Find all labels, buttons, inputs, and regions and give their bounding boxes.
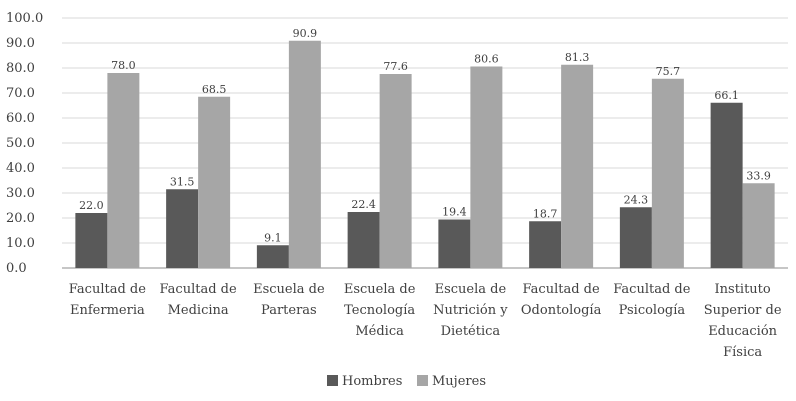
x-axis-categories: Facultad de Enfermeria Facultad de Medicina… [69, 282, 782, 360]
data-label: 19.4 [442, 206, 467, 219]
data-label: 68.5 [202, 83, 227, 96]
y-tick-label: 40.0 [6, 161, 35, 176]
bar-mujeres [288, 40, 321, 268]
y-tick-label: 70.0 [6, 86, 35, 101]
y-tick-label: 90.0 [6, 36, 35, 51]
y-tick-label: 80.0 [6, 61, 35, 76]
bar-hombres [710, 102, 743, 268]
category-label: Escuela de Nutrición y Dietética [433, 282, 508, 339]
data-label: 80.6 [474, 53, 499, 66]
y-tick-label: 100.0 [6, 11, 43, 26]
bar-hombres [529, 221, 562, 268]
data-label: 81.3 [565, 51, 590, 64]
data-label: 90.9 [293, 27, 318, 40]
y-tick-label: 0.0 [6, 261, 27, 276]
bar-hombres [347, 212, 380, 268]
y-tick-label: 10.0 [6, 236, 35, 251]
data-label: 22.0 [79, 199, 104, 212]
category-label: Instituto Superior de Educación Física [704, 282, 782, 360]
data-label: 31.5 [170, 175, 195, 188]
category-label: Facultad de Odontología [521, 282, 602, 318]
bar-hombres [75, 213, 108, 268]
bar-hombres [256, 245, 289, 268]
y-axis-ticks: 0.0 10.0 20.0 30.0 40.0 50.0 60.0 70.0 80.0 90.0 1… [6, 11, 43, 276]
category-label: Escuela de Parteras [253, 282, 325, 318]
y-tick-label: 60.0 [6, 111, 35, 126]
data-label: 75.7 [656, 65, 681, 78]
category-label: Facultad de Psicología [613, 282, 690, 318]
bar-hombres [438, 219, 471, 268]
bar-mujeres [107, 73, 140, 268]
y-tick-label: 30.0 [6, 186, 35, 201]
data-labels: 22.0 31.5 9.1 22.4 19.4 18.7 24.3 66.1 78.0 68.5 9… [79, 27, 771, 245]
legend-label-hombres: Hombres [342, 374, 402, 389]
category-label: Facultad de Enfermeria [69, 282, 146, 318]
bar-mujeres [470, 66, 503, 268]
y-tick-label: 50.0 [6, 136, 35, 151]
category-label: Facultad de Medicina [160, 282, 237, 318]
bar-mujeres [379, 74, 412, 268]
data-label: 66.1 [714, 89, 739, 102]
data-label: 22.4 [351, 198, 376, 211]
data-label: 78.0 [111, 59, 136, 72]
bars [75, 40, 775, 268]
data-label: 9.1 [264, 231, 282, 244]
bar-mujeres [742, 183, 775, 268]
data-label: 18.7 [533, 207, 558, 220]
bar-hombres [619, 207, 652, 268]
data-label: 77.6 [383, 60, 408, 73]
legend-swatch-mujeres [417, 375, 428, 386]
legend-swatch-hombres [327, 375, 338, 386]
bar-hombres [166, 189, 199, 268]
legend-label-mujeres: Mujeres [432, 374, 486, 389]
category-label: Escuela de Tecnología Médica [344, 282, 416, 339]
data-label: 33.9 [746, 169, 771, 182]
bar-mujeres [198, 96, 231, 268]
legend: Hombres Mujeres [327, 374, 486, 389]
bar-mujeres [561, 64, 594, 268]
y-tick-label: 20.0 [6, 211, 35, 226]
bar-mujeres [651, 78, 684, 268]
data-label: 24.3 [624, 193, 649, 206]
